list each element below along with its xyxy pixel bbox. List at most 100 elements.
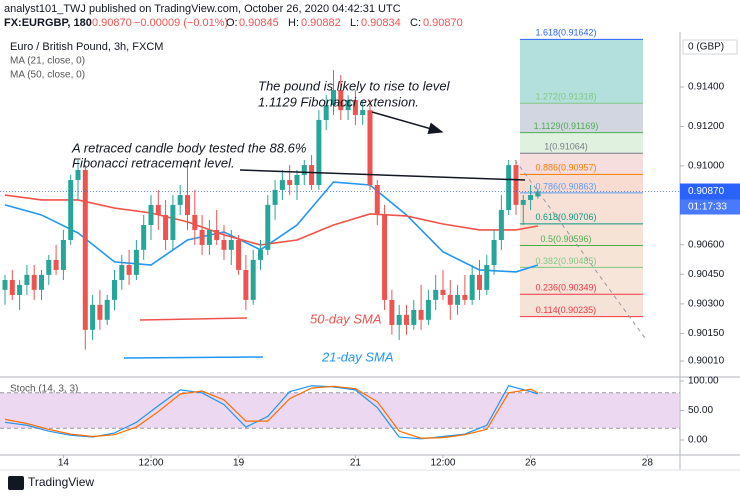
annotation: Fibonacci retracement level. xyxy=(72,155,235,170)
candle-body xyxy=(31,274,37,290)
candle-body xyxy=(38,274,44,290)
candle-body xyxy=(462,294,468,300)
candle-body xyxy=(214,229,220,240)
candle-body xyxy=(192,214,198,230)
candle-body xyxy=(330,89,336,105)
fib-zone xyxy=(520,245,643,268)
stoch-y-tick-label: 50.00 xyxy=(688,405,713,416)
x-tick-label: 19 xyxy=(233,458,245,469)
c-label: C: xyxy=(410,17,421,29)
candle-body xyxy=(163,214,169,240)
x-tick-label: 21 xyxy=(350,458,362,469)
candle-body xyxy=(228,239,234,250)
fib-label: 0.5(0.90596) xyxy=(540,234,591,244)
candle-body xyxy=(403,314,409,325)
candle-body xyxy=(9,279,15,295)
annotation: 1.1129 Fibonacci extension. xyxy=(258,94,419,109)
candle-body xyxy=(119,265,125,280)
candle-body xyxy=(382,214,388,300)
fib-zone xyxy=(520,192,643,224)
brand: TradingView xyxy=(28,475,94,489)
symbol: FX:EURGBP, 180 xyxy=(4,17,92,29)
candle-body xyxy=(155,204,161,215)
fib-zone xyxy=(520,153,643,175)
candle-body xyxy=(111,279,117,300)
candle-body xyxy=(206,229,212,245)
publisher: analyst101_TWJ published on TradingView.… xyxy=(4,3,401,15)
change: −0.00009 (−0.01%) xyxy=(134,17,228,29)
candle-body xyxy=(68,180,74,240)
annotation: The pound is likely to rise to level xyxy=(258,78,451,93)
y-tick-label: 0.90300 xyxy=(688,298,725,309)
candle-body xyxy=(60,239,66,270)
l-value: 0.90834 xyxy=(361,17,401,29)
l-label: L: xyxy=(350,17,359,29)
candle-body xyxy=(170,204,176,240)
candle-body xyxy=(476,274,482,290)
candle-body xyxy=(491,239,497,266)
candle-body xyxy=(287,180,293,185)
last-price-label: 0.90870 xyxy=(688,186,725,197)
candle-body xyxy=(279,180,285,190)
fib-zone xyxy=(520,174,643,193)
candle-body xyxy=(455,294,461,305)
annotation: A retraced candle body tested the 88.6% xyxy=(71,140,306,155)
candle-body xyxy=(411,309,417,325)
candle-body xyxy=(141,225,147,250)
chart-title: Euro / British Pound, 3h, FXCM xyxy=(10,41,163,53)
h-value: 0.90882 xyxy=(301,17,341,29)
fib-label: 0.886(0.90957) xyxy=(535,163,596,173)
fib-label: 1.272(0.91318) xyxy=(535,92,596,102)
candle-body xyxy=(243,269,249,300)
candle-body xyxy=(447,294,453,305)
fib-zone xyxy=(520,39,643,104)
candle-body xyxy=(126,265,132,275)
forecast-arrow xyxy=(371,111,444,135)
fib-zone xyxy=(520,132,643,154)
candle-body xyxy=(148,204,154,226)
last-price-box xyxy=(680,183,740,200)
y-tick-label: 0.91400 xyxy=(688,82,725,93)
candle-body xyxy=(338,89,344,111)
candle-body xyxy=(177,195,183,205)
fib-label: 0.236(0.90349) xyxy=(535,283,596,293)
sma21-marker xyxy=(123,356,264,359)
candle-body xyxy=(257,249,263,260)
x-tick-label: 28 xyxy=(642,458,654,469)
fib-label: 0.786(0.90863) xyxy=(535,181,596,191)
legend-ma21: MA (21, close, 0) xyxy=(10,56,85,67)
candle-body xyxy=(389,299,395,325)
candle-body xyxy=(97,304,103,320)
stoch-y-tick-label: 0.00 xyxy=(688,435,708,446)
x-tick-label: 26 xyxy=(525,458,537,469)
y-tick-label: 0.90450 xyxy=(688,269,725,280)
candle-body xyxy=(104,299,110,320)
candle-body xyxy=(506,165,512,211)
candle-body xyxy=(367,110,373,185)
candle-body xyxy=(184,195,190,215)
candle-body xyxy=(53,259,59,270)
stoch-y-tick-label: 100.00 xyxy=(688,376,719,387)
sma50-marker xyxy=(139,317,248,321)
candle-body xyxy=(323,104,329,120)
countdown-box xyxy=(680,199,740,215)
candle-body xyxy=(418,309,424,320)
candle-body xyxy=(301,165,307,175)
candle-body xyxy=(133,249,139,275)
y-tick-label: 0.90600 xyxy=(688,239,725,250)
y-tick-label: 0.91200 xyxy=(688,121,725,132)
y-tick-label: 0.90010 xyxy=(688,356,725,367)
candle-body xyxy=(360,110,366,116)
annotation: 21-day SMA xyxy=(321,349,394,364)
candle-body xyxy=(469,274,475,300)
candle-body xyxy=(2,279,8,290)
candle-body xyxy=(17,284,23,295)
y-tick-label: 0.91000 xyxy=(688,161,725,172)
fib-label: 0.618(0.90706) xyxy=(535,212,596,222)
fib-zone xyxy=(520,267,643,295)
countdown: 01:17:33 xyxy=(688,202,727,213)
x-tick-label: 12:00 xyxy=(430,458,455,469)
stoch-title: Stoch (14, 3, 3) xyxy=(10,384,78,395)
candle-body xyxy=(24,274,30,285)
